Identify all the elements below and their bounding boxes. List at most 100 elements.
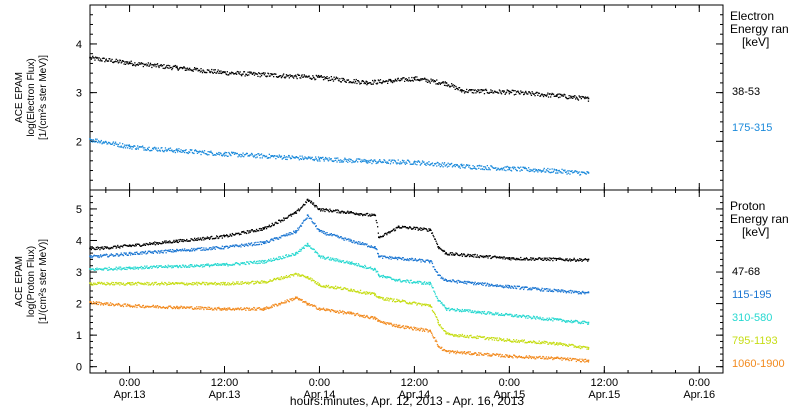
data-point [441, 327, 443, 329]
data-point [458, 336, 461, 338]
data-point [249, 231, 251, 233]
data-point [119, 268, 121, 270]
data-point [219, 235, 221, 238]
data-point [120, 245, 122, 247]
data-point [221, 245, 223, 247]
data-point [483, 93, 486, 95]
data-point [565, 320, 567, 322]
data-point [164, 249, 167, 251]
data-point [523, 288, 525, 291]
data-point [554, 169, 556, 171]
data-point [302, 220, 305, 222]
data-point [461, 281, 463, 283]
data-point [461, 335, 463, 337]
data-point [533, 316, 535, 318]
data-point [584, 291, 587, 294]
data-point [530, 169, 533, 171]
data-point [90, 141, 92, 143]
data-point [262, 262, 264, 264]
data-point [332, 234, 334, 236]
data-point [368, 317, 370, 319]
data-point [263, 154, 265, 157]
data-point [330, 257, 332, 259]
data-point [323, 76, 325, 78]
data-point [337, 210, 340, 212]
data-point [532, 257, 535, 259]
data-point [375, 271, 377, 273]
data-point [293, 211, 295, 214]
data-point [390, 81, 392, 83]
data-point [181, 151, 183, 153]
data-point [517, 340, 519, 343]
data-point [575, 345, 577, 348]
data-point [248, 74, 250, 76]
data-point [183, 282, 185, 284]
data-point [276, 155, 278, 157]
data-point [457, 89, 459, 91]
data-point [144, 282, 146, 284]
data-point [413, 162, 415, 164]
data-point [562, 95, 565, 97]
data-point [553, 288, 555, 290]
data-point [220, 308, 222, 310]
data-point [502, 167, 504, 170]
series-point [306, 276, 309, 278]
data-point [496, 313, 498, 315]
data-point [515, 315, 517, 317]
data-point [306, 245, 308, 247]
data-point [229, 264, 231, 266]
data-point [287, 216, 289, 218]
data-point [464, 310, 466, 312]
data-point [566, 291, 568, 293]
data-point [270, 305, 273, 307]
data-point [431, 309, 434, 312]
data-point [394, 160, 396, 162]
data-point [391, 257, 394, 259]
data-point [206, 154, 209, 156]
data-point [470, 255, 472, 257]
data-point [330, 79, 332, 81]
data-point [458, 281, 461, 283]
data-point [573, 96, 575, 98]
data-point [521, 91, 523, 93]
data-point [327, 308, 329, 310]
data-point [273, 259, 275, 261]
data-point [186, 266, 189, 268]
series-point [306, 198, 309, 201]
data-point [475, 284, 477, 286]
data-point [260, 241, 262, 243]
data-point [352, 312, 355, 314]
data-point [300, 207, 303, 209]
data-point [178, 308, 180, 310]
data-point [114, 268, 117, 270]
data-point [279, 75, 281, 77]
data-point [194, 237, 196, 239]
data-point [205, 281, 207, 284]
data-point [500, 314, 502, 316]
data-point [188, 306, 190, 308]
data-point [529, 340, 531, 343]
data-point [468, 90, 470, 92]
data-point [377, 271, 379, 273]
data-point [144, 64, 147, 66]
data-point [510, 315, 513, 317]
data-point [154, 241, 156, 243]
data-point [261, 157, 263, 159]
data-point [283, 157, 285, 159]
data-point [184, 149, 186, 152]
data-point [279, 256, 281, 258]
data-point [485, 285, 487, 287]
data-point [307, 156, 310, 158]
data-point [106, 143, 108, 145]
data-point [191, 308, 194, 310]
data-point [481, 255, 483, 258]
data-point [539, 257, 541, 259]
data-point [517, 90, 519, 92]
data-point [212, 72, 214, 74]
data-point [101, 255, 103, 257]
data-point [499, 284, 501, 286]
data-point [270, 307, 272, 309]
data-point [571, 343, 573, 346]
data-point [253, 156, 255, 158]
data-point [415, 259, 417, 261]
